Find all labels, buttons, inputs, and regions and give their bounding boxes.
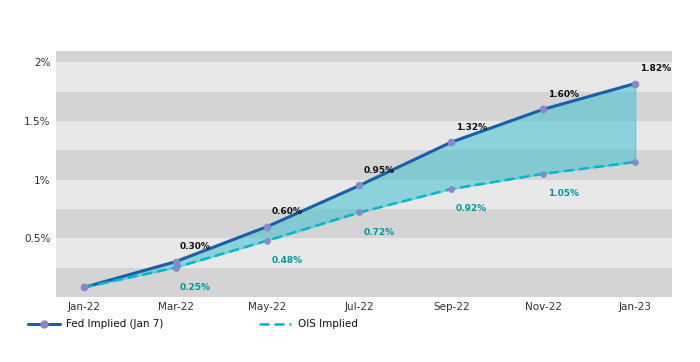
Point [446, 186, 457, 192]
Bar [56, 51, 672, 62]
Bar [56, 92, 672, 121]
Text: 0.92%: 0.92% [456, 204, 487, 213]
Point [170, 259, 181, 265]
Text: 0.72%: 0.72% [364, 228, 395, 237]
Text: 1.05%: 1.05% [548, 189, 579, 198]
Point [262, 238, 273, 244]
Bar [56, 238, 672, 268]
Point [78, 285, 89, 290]
Text: 1.82%: 1.82% [640, 64, 671, 73]
Bar [56, 180, 672, 209]
Text: 0.30%: 0.30% [180, 242, 211, 251]
Text: Fed Implied (Jan 7): Fed Implied (Jan 7) [66, 319, 164, 329]
Point [78, 285, 89, 290]
Point [629, 81, 641, 87]
Text: OIS Implied: OIS Implied [298, 319, 358, 329]
Point [354, 182, 365, 188]
Text: 0.60%: 0.60% [272, 207, 303, 216]
Point [170, 265, 181, 270]
Bar [56, 121, 672, 150]
Text: 0.25%: 0.25% [180, 283, 211, 292]
Text: 0.48%: 0.48% [272, 256, 303, 265]
Point [538, 171, 549, 177]
Bar [56, 62, 672, 92]
Text: 1.60%: 1.60% [548, 90, 579, 99]
Text: Implied Fed funds target rate: Implied Fed funds target rate [7, 16, 252, 30]
Point [446, 139, 457, 145]
Bar [56, 209, 672, 238]
Text: 0.95%: 0.95% [364, 166, 395, 175]
Point [262, 224, 273, 230]
Point [538, 106, 549, 112]
Text: 1.32%: 1.32% [456, 123, 487, 131]
Bar [56, 268, 672, 297]
Point [354, 210, 365, 215]
Bar [56, 150, 672, 180]
Point [629, 159, 641, 165]
